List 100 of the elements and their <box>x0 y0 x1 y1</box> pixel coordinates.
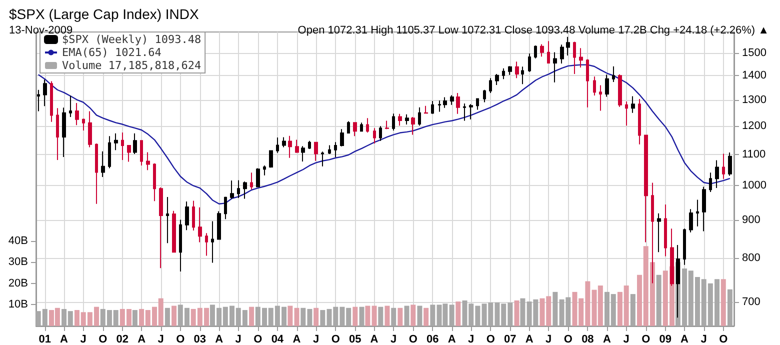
x-tick-label: J <box>390 334 397 345</box>
y-tick-label: 1200 <box>742 120 766 132</box>
candlestick <box>625 101 628 126</box>
x-tick-label: O <box>176 334 186 345</box>
candlestick <box>392 113 395 132</box>
candlestick <box>269 150 273 168</box>
candlestick <box>230 180 234 200</box>
y-tick-label: 1000 <box>742 179 766 192</box>
candlestick <box>82 118 85 132</box>
candlestick <box>276 137 279 154</box>
candlestick <box>153 162 156 202</box>
x-tick-label: J <box>546 334 552 345</box>
candlestick <box>722 153 725 180</box>
candlestick <box>560 44 564 64</box>
candlestick <box>418 106 421 126</box>
y-tick-label: 1500 <box>742 47 766 60</box>
candlestick <box>443 96 447 108</box>
candlestick <box>411 116 415 136</box>
y2-tick-label: 20B <box>8 277 28 290</box>
candlestick <box>566 36 570 56</box>
candlestick <box>683 228 686 266</box>
candlestick <box>328 144 331 154</box>
x-tick-label: O <box>408 334 418 345</box>
candlestick <box>69 95 72 118</box>
x-tick-label: O <box>331 334 340 345</box>
candlestick <box>340 128 344 147</box>
chart-title: $SPX (Large Cap Index) INDX <box>9 6 200 22</box>
y-tick-label: 700 <box>742 296 760 308</box>
candlestick <box>179 219 182 272</box>
candlestick <box>495 73 499 86</box>
candlestick <box>295 139 299 154</box>
x-tick-label: J <box>158 334 164 345</box>
candlestick <box>405 114 409 126</box>
candlestick <box>334 142 337 158</box>
x-tick-label: O <box>98 334 108 345</box>
x-tick-label: O <box>719 334 728 345</box>
candlestick <box>301 146 305 162</box>
candlestick <box>547 40 550 64</box>
candlestick <box>205 232 208 256</box>
candlestick <box>431 100 434 114</box>
candlestick <box>664 204 667 257</box>
y2-tick-label: 40B <box>8 234 28 247</box>
x-tick-label: A <box>525 334 534 345</box>
candlestick <box>56 108 59 160</box>
x-tick-label: A <box>138 334 146 345</box>
candlestick <box>573 41 576 74</box>
x-tick-label: O <box>486 334 496 345</box>
candlestick <box>114 132 118 151</box>
legend-label: $SPX (Weekly) 1093.48 <box>62 33 202 46</box>
y-tick-label: 800 <box>742 252 760 264</box>
candlestick <box>657 212 661 253</box>
candlestick <box>469 104 473 120</box>
candlestick <box>127 144 131 162</box>
x-tick-label: J <box>235 334 242 345</box>
x-tick-label: 09 <box>659 334 672 345</box>
candlestick <box>715 160 719 189</box>
x-tick-label: 03 <box>194 334 206 345</box>
candlestick <box>95 142 98 204</box>
x-tick-label: 02 <box>116 334 129 345</box>
candlestick <box>198 206 202 243</box>
candlestick <box>224 196 227 220</box>
candlestick <box>250 172 253 190</box>
y-tick-label: 900 <box>742 214 760 226</box>
candlestick <box>43 79 47 107</box>
candlestick <box>121 132 124 160</box>
candlestick <box>540 44 544 58</box>
candlestick <box>728 152 732 176</box>
candlestick <box>243 181 247 200</box>
candlestick <box>502 68 505 80</box>
x-tick-label: O <box>642 334 651 345</box>
x-tick-label: J <box>313 334 320 345</box>
x-tick-label: A <box>603 334 612 345</box>
x-tick-label: 07 <box>504 334 516 345</box>
x-tick-label: A <box>448 334 456 345</box>
x-tick-label: J <box>468 334 474 345</box>
candlestick <box>347 120 350 134</box>
candlestick <box>689 208 693 233</box>
candlestick <box>605 74 609 98</box>
x-tick-label: A <box>215 334 224 345</box>
candlestick <box>398 113 402 126</box>
candlestick <box>308 140 311 150</box>
x-tick-label: O <box>564 334 573 345</box>
candlestick <box>108 136 111 169</box>
candlestick <box>612 66 615 82</box>
candlestick <box>373 128 376 144</box>
candlestick <box>133 132 137 154</box>
candlestick <box>366 118 369 133</box>
candlestick <box>314 142 318 162</box>
candlestick <box>702 186 706 232</box>
x-tick-label: J <box>700 334 707 345</box>
candlestick <box>489 78 492 94</box>
annotation: Open 1072.31 High 1105.37 Low 1072.31 Close 1093.48 Volume 17.2B Chg +24.18 (+2.26%) ▲ <box>298 24 770 36</box>
candlestick <box>353 122 357 137</box>
candlestick <box>237 180 240 199</box>
x-tick-label: A <box>60 334 68 345</box>
candlestick <box>88 110 92 148</box>
x-tick-label: 05 <box>349 334 362 345</box>
candlestick <box>211 220 214 264</box>
candlestick <box>586 58 589 108</box>
candlestick <box>385 120 389 130</box>
